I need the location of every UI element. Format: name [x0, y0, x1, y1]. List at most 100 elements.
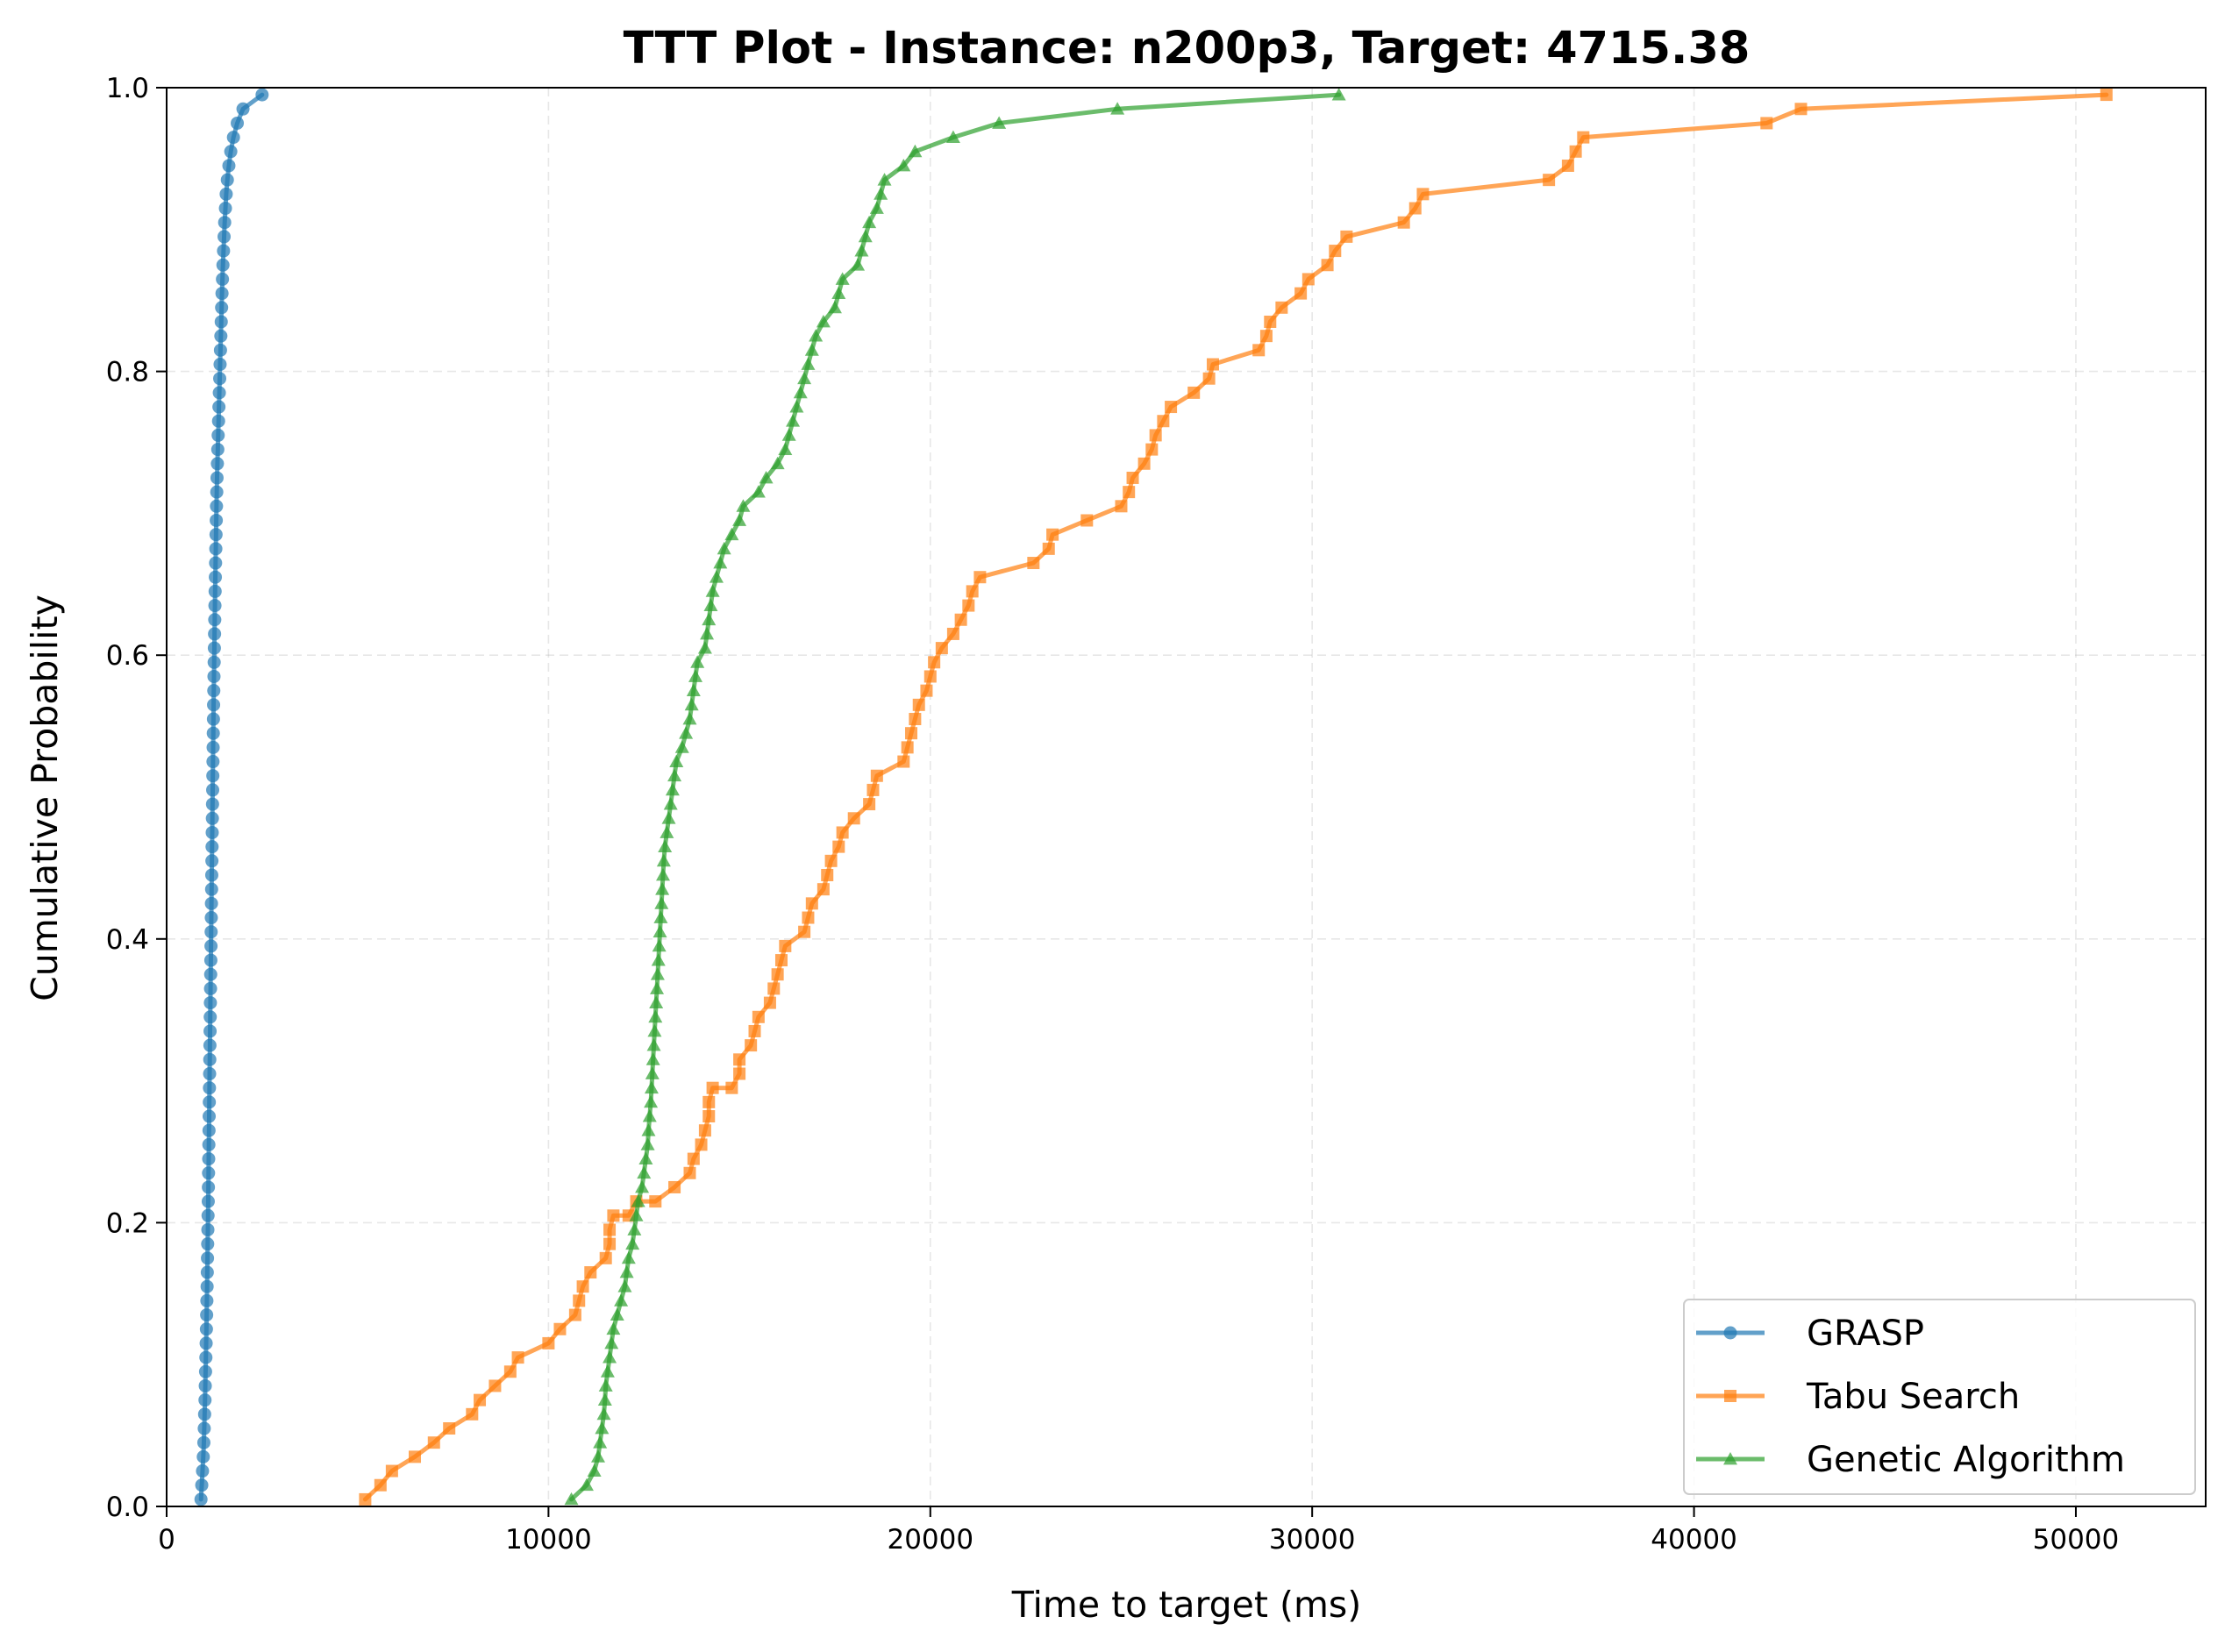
- chart-title: TTT Plot - Instance: n200p3, Target: 471…: [624, 23, 1751, 75]
- data-point-genetic-algorithm: [759, 470, 774, 484]
- data-point-tabu-search: [733, 1053, 746, 1066]
- data-point-genetic-algorithm: [614, 1293, 629, 1307]
- data-point-grasp: [203, 981, 217, 995]
- data-point-grasp: [213, 358, 227, 372]
- data-point-tabu-search: [702, 1110, 716, 1123]
- data-point-tabu-search: [1760, 117, 1773, 130]
- data-point-tabu-search: [763, 996, 776, 1009]
- data-point-grasp: [217, 216, 232, 230]
- data-point-grasp: [206, 712, 220, 726]
- data-point-genetic-algorithm: [684, 697, 699, 711]
- data-point-genetic-algorithm: [656, 853, 671, 867]
- data-point-grasp: [255, 88, 269, 102]
- data-point-grasp: [218, 202, 232, 216]
- data-point-tabu-search: [928, 656, 941, 669]
- data-point-grasp: [207, 698, 221, 712]
- data-point-grasp: [210, 513, 224, 527]
- data-point-grasp: [209, 542, 223, 556]
- data-point-tabu-search: [553, 1322, 567, 1335]
- legend-label-tabu-search: Tabu Search: [1806, 1377, 2020, 1417]
- data-point-genetic-algorithm: [702, 612, 717, 626]
- data-point-tabu-search: [427, 1436, 440, 1449]
- data-point-genetic-algorithm: [654, 896, 669, 909]
- data-point-grasp: [195, 1478, 209, 1492]
- data-point-grasp: [236, 102, 250, 116]
- data-point-tabu-search: [725, 1081, 738, 1094]
- data-point-genetic-algorithm: [603, 1350, 617, 1364]
- data-point-tabu-search: [816, 883, 830, 896]
- data-point-genetic-algorithm: [641, 1123, 656, 1136]
- legend-label-genetic-algorithm: Genetic Algorithm: [1807, 1440, 2125, 1480]
- data-point-tabu-search: [1264, 315, 1277, 328]
- data-point-genetic-algorithm: [945, 130, 960, 144]
- data-point-grasp: [207, 669, 221, 683]
- data-point-genetic-algorithm: [649, 995, 664, 1009]
- x-tick-label: 20000: [887, 1524, 973, 1556]
- data-point-grasp: [213, 343, 227, 357]
- data-point-genetic-algorithm: [644, 1080, 659, 1094]
- data-point-tabu-search: [687, 1152, 700, 1165]
- y-tick-label: 0.6: [106, 640, 149, 672]
- series-grasp: [194, 88, 269, 1506]
- data-point-genetic-algorithm: [650, 967, 665, 980]
- data-point-tabu-search: [1042, 542, 1055, 555]
- legend-marker-grasp: [1723, 1326, 1737, 1340]
- data-point-grasp: [217, 230, 232, 244]
- data-point-genetic-algorithm: [703, 598, 718, 611]
- data-point-genetic-algorithm: [600, 1364, 615, 1378]
- data-point-grasp: [212, 400, 226, 414]
- data-point-grasp: [199, 1322, 213, 1336]
- data-point-grasp: [231, 116, 245, 130]
- data-point-genetic-algorithm: [674, 740, 689, 753]
- data-point-genetic-algorithm: [579, 1478, 594, 1492]
- y-tick-label: 0.4: [106, 924, 149, 956]
- data-point-tabu-search: [1145, 443, 1159, 456]
- series-tabu-search: [359, 89, 2113, 1506]
- data-point-tabu-search: [802, 911, 815, 924]
- data-point-grasp: [209, 570, 223, 584]
- data-point-tabu-search: [1157, 415, 1170, 428]
- data-point-tabu-search: [779, 939, 792, 952]
- data-point-genetic-algorithm: [877, 173, 892, 186]
- data-point-genetic-algorithm: [665, 782, 680, 796]
- data-point-tabu-search: [973, 571, 987, 584]
- data-point-tabu-search: [752, 1010, 765, 1023]
- data-point-tabu-search: [798, 925, 811, 938]
- data-point-grasp: [206, 740, 220, 754]
- data-point-grasp: [196, 1435, 210, 1449]
- data-point-grasp: [216, 258, 230, 272]
- data-point-grasp: [205, 854, 219, 868]
- data-point-genetic-algorithm: [908, 144, 923, 158]
- data-point-tabu-search: [374, 1478, 387, 1492]
- x-tick-label: 30000: [1269, 1524, 1356, 1556]
- data-point-genetic-algorithm: [809, 329, 824, 342]
- data-point-genetic-algorithm: [688, 669, 703, 682]
- data-point-tabu-search: [836, 826, 849, 839]
- data-point-genetic-algorithm: [869, 201, 884, 214]
- data-point-grasp: [203, 953, 217, 967]
- data-point-grasp: [216, 272, 230, 286]
- data-point-grasp: [198, 1393, 212, 1407]
- data-point-tabu-search: [488, 1379, 502, 1392]
- data-point-grasp: [207, 684, 221, 698]
- data-point-tabu-search: [1115, 500, 1128, 513]
- data-point-genetic-algorithm: [1331, 88, 1346, 101]
- plot-frame: [166, 87, 2207, 1507]
- data-point-genetic-algorithm: [736, 499, 751, 512]
- data-point-tabu-search: [443, 1422, 456, 1435]
- data-point-grasp: [204, 939, 218, 953]
- data-point-grasp: [203, 1109, 217, 1123]
- data-point-genetic-algorithm: [793, 385, 808, 399]
- data-point-grasp: [201, 1194, 215, 1208]
- data-point-tabu-search: [946, 627, 959, 640]
- data-point-genetic-algorithm: [801, 357, 816, 370]
- data-point-tabu-search: [832, 840, 845, 853]
- data-point-genetic-algorithm: [646, 1038, 661, 1051]
- data-point-tabu-search: [1275, 301, 1288, 314]
- data-point-tabu-search: [905, 727, 918, 740]
- data-point-tabu-search: [733, 1067, 746, 1080]
- data-point-grasp: [215, 301, 229, 315]
- data-point-grasp: [215, 287, 229, 301]
- data-point-genetic-algorithm: [705, 584, 720, 597]
- data-point-tabu-search: [866, 783, 880, 796]
